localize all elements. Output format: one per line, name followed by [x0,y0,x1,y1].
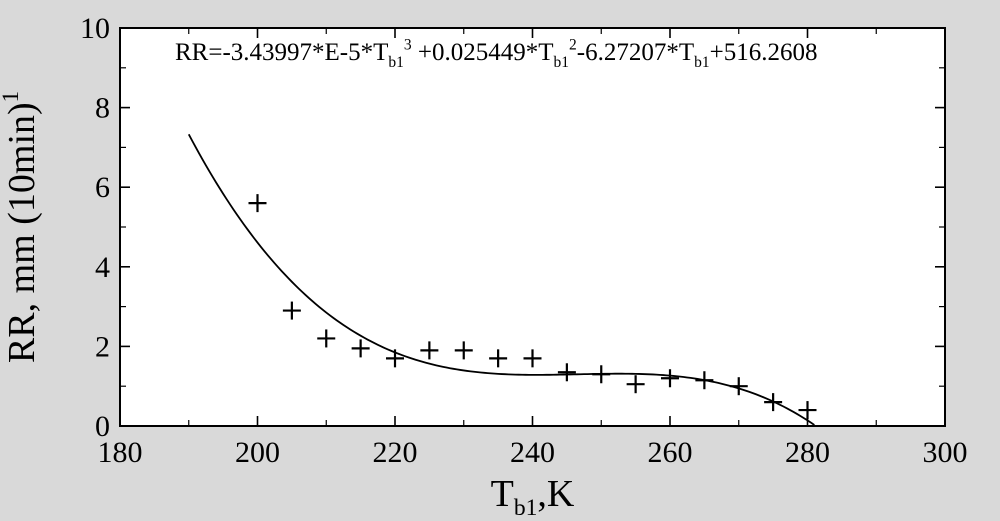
y-axis-label: RR, mm (10min)1 [0,91,43,363]
y-tick-label: 6 [95,171,110,204]
y-tick-label: 8 [95,92,110,125]
chart-svg: 1802002202402602803000246810Tb1,KRR, mm … [0,0,1000,521]
chart-container: 1802002202402602803000246810Tb1,KRR, mm … [0,0,1000,521]
equation-annotation: RR=-3.43997*E-5*Tb13 +0.025449*Tb12-6.27… [175,36,818,70]
x-tick-label: 280 [785,436,830,469]
x-tick-label: 220 [373,436,418,469]
y-tick-label: 0 [95,410,110,443]
y-tick-label: 2 [95,330,110,363]
x-tick-label: 200 [235,436,280,469]
x-tick-label: 260 [648,436,693,469]
x-tick-label: 300 [923,436,968,469]
x-tick-label: 240 [510,436,555,469]
y-tick-label: 10 [80,12,110,45]
y-tick-label: 4 [95,251,110,284]
